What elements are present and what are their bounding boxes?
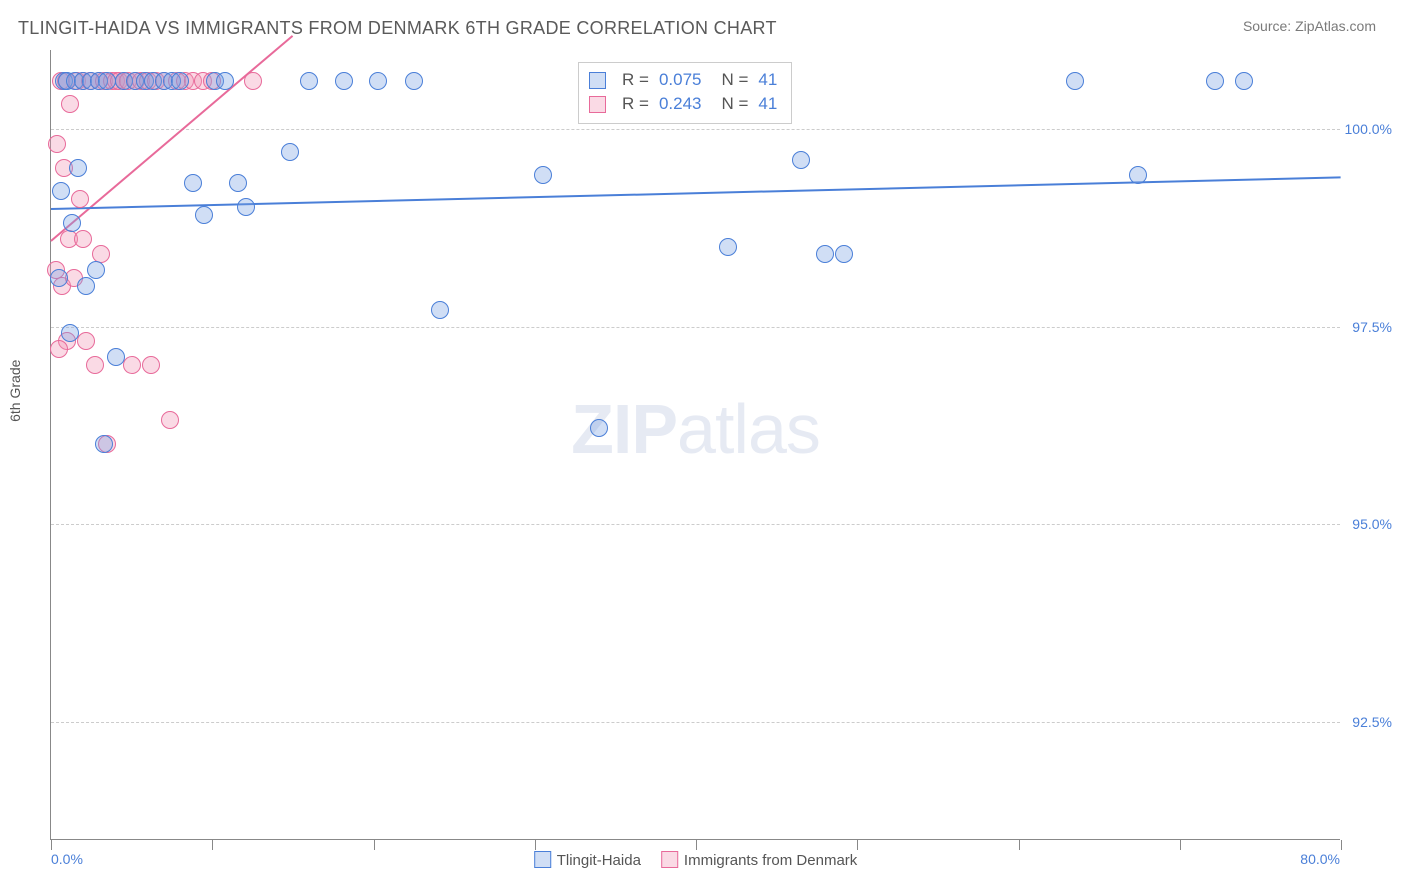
data-point xyxy=(431,301,449,319)
legend-item: Tlingit-Haida xyxy=(534,851,641,869)
y-tick-label: 100.0% xyxy=(1345,121,1392,137)
data-point xyxy=(77,277,95,295)
data-point xyxy=(74,230,92,248)
bottom-legend: Tlingit-Haida Immigrants from Denmark xyxy=(534,851,858,869)
x-label-max: 80.0% xyxy=(1300,851,1340,867)
data-point xyxy=(87,261,105,279)
y-tick-label: 97.5% xyxy=(1352,319,1392,335)
data-point xyxy=(123,356,141,374)
data-point xyxy=(1206,72,1224,90)
data-point xyxy=(534,166,552,184)
data-point xyxy=(216,72,234,90)
x-tick xyxy=(212,840,213,850)
stats-row: R = 0.075 N = 41 xyxy=(589,68,777,92)
watermark: ZIPatlas xyxy=(571,389,820,469)
legend-swatch xyxy=(661,851,678,868)
legend-label: Tlingit-Haida xyxy=(557,852,641,869)
chart-title: TLINGIT-HAIDA VS IMMIGRANTS FROM DENMARK… xyxy=(18,18,777,39)
data-point xyxy=(300,72,318,90)
data-point xyxy=(48,135,66,153)
gridline-h xyxy=(51,722,1340,723)
data-point xyxy=(1066,72,1084,90)
scatter-plot: ZIPatlas 92.5%95.0%97.5%100.0%0.0%80.0%R… xyxy=(50,50,1340,840)
data-point xyxy=(792,151,810,169)
data-point xyxy=(719,238,737,256)
watermark-bold: ZIP xyxy=(571,390,677,468)
legend-swatch xyxy=(589,72,606,89)
x-tick xyxy=(374,840,375,850)
data-point xyxy=(61,95,79,113)
stat-r-value: 0.075 xyxy=(659,70,702,90)
stat-r-label: R = xyxy=(622,94,649,114)
y-tick-label: 95.0% xyxy=(1352,516,1392,532)
stat-n-value: 41 xyxy=(758,70,777,90)
data-point xyxy=(69,159,87,177)
legend-swatch xyxy=(534,851,551,868)
y-axis-title: 6th Grade xyxy=(7,360,23,422)
legend-item: Immigrants from Denmark xyxy=(661,851,857,869)
data-point xyxy=(281,143,299,161)
data-point xyxy=(50,340,68,358)
gridline-h xyxy=(51,129,1340,130)
data-point xyxy=(171,72,189,90)
stat-n-label: N = xyxy=(721,94,748,114)
data-point xyxy=(229,174,247,192)
data-point xyxy=(50,269,68,287)
x-tick xyxy=(1341,840,1342,850)
data-point xyxy=(835,245,853,263)
x-label-min: 0.0% xyxy=(51,851,83,867)
data-point xyxy=(107,348,125,366)
x-tick xyxy=(51,840,52,850)
trend-line xyxy=(50,34,293,241)
stats-row: R = 0.243 N = 41 xyxy=(589,92,777,116)
gridline-h xyxy=(51,327,1340,328)
data-point xyxy=(71,190,89,208)
data-point xyxy=(161,411,179,429)
x-tick xyxy=(1019,840,1020,850)
data-point xyxy=(816,245,834,263)
header: TLINGIT-HAIDA VS IMMIGRANTS FROM DENMARK… xyxy=(0,0,1406,45)
x-tick xyxy=(535,840,536,850)
data-point xyxy=(1129,166,1147,184)
legend-swatch xyxy=(589,96,606,113)
data-point xyxy=(369,72,387,90)
legend-label: Immigrants from Denmark xyxy=(684,852,857,869)
chart-container: 6th Grade ZIPatlas 92.5%95.0%97.5%100.0%… xyxy=(50,50,1380,840)
data-point xyxy=(52,182,70,200)
data-point xyxy=(237,198,255,216)
data-point xyxy=(335,72,353,90)
gridline-h xyxy=(51,524,1340,525)
source-attribution: Source: ZipAtlas.com xyxy=(1243,18,1376,34)
x-tick xyxy=(1180,840,1181,850)
data-point xyxy=(244,72,262,90)
data-point xyxy=(86,356,104,374)
data-point xyxy=(184,174,202,192)
data-point xyxy=(95,435,113,453)
data-point xyxy=(142,356,160,374)
stat-n-label: N = xyxy=(721,70,748,90)
data-point xyxy=(405,72,423,90)
data-point xyxy=(63,214,81,232)
stat-n-value: 41 xyxy=(758,94,777,114)
y-tick-label: 92.5% xyxy=(1352,714,1392,730)
data-point xyxy=(1235,72,1253,90)
x-tick xyxy=(857,840,858,850)
data-point xyxy=(590,419,608,437)
data-point xyxy=(195,206,213,224)
data-point xyxy=(77,332,95,350)
x-tick xyxy=(696,840,697,850)
stat-r-label: R = xyxy=(622,70,649,90)
watermark-light: atlas xyxy=(677,390,820,468)
data-point xyxy=(61,324,79,342)
stats-legend: R = 0.075 N = 41 R = 0.243 N = 41 xyxy=(578,62,792,124)
stat-r-value: 0.243 xyxy=(659,94,702,114)
